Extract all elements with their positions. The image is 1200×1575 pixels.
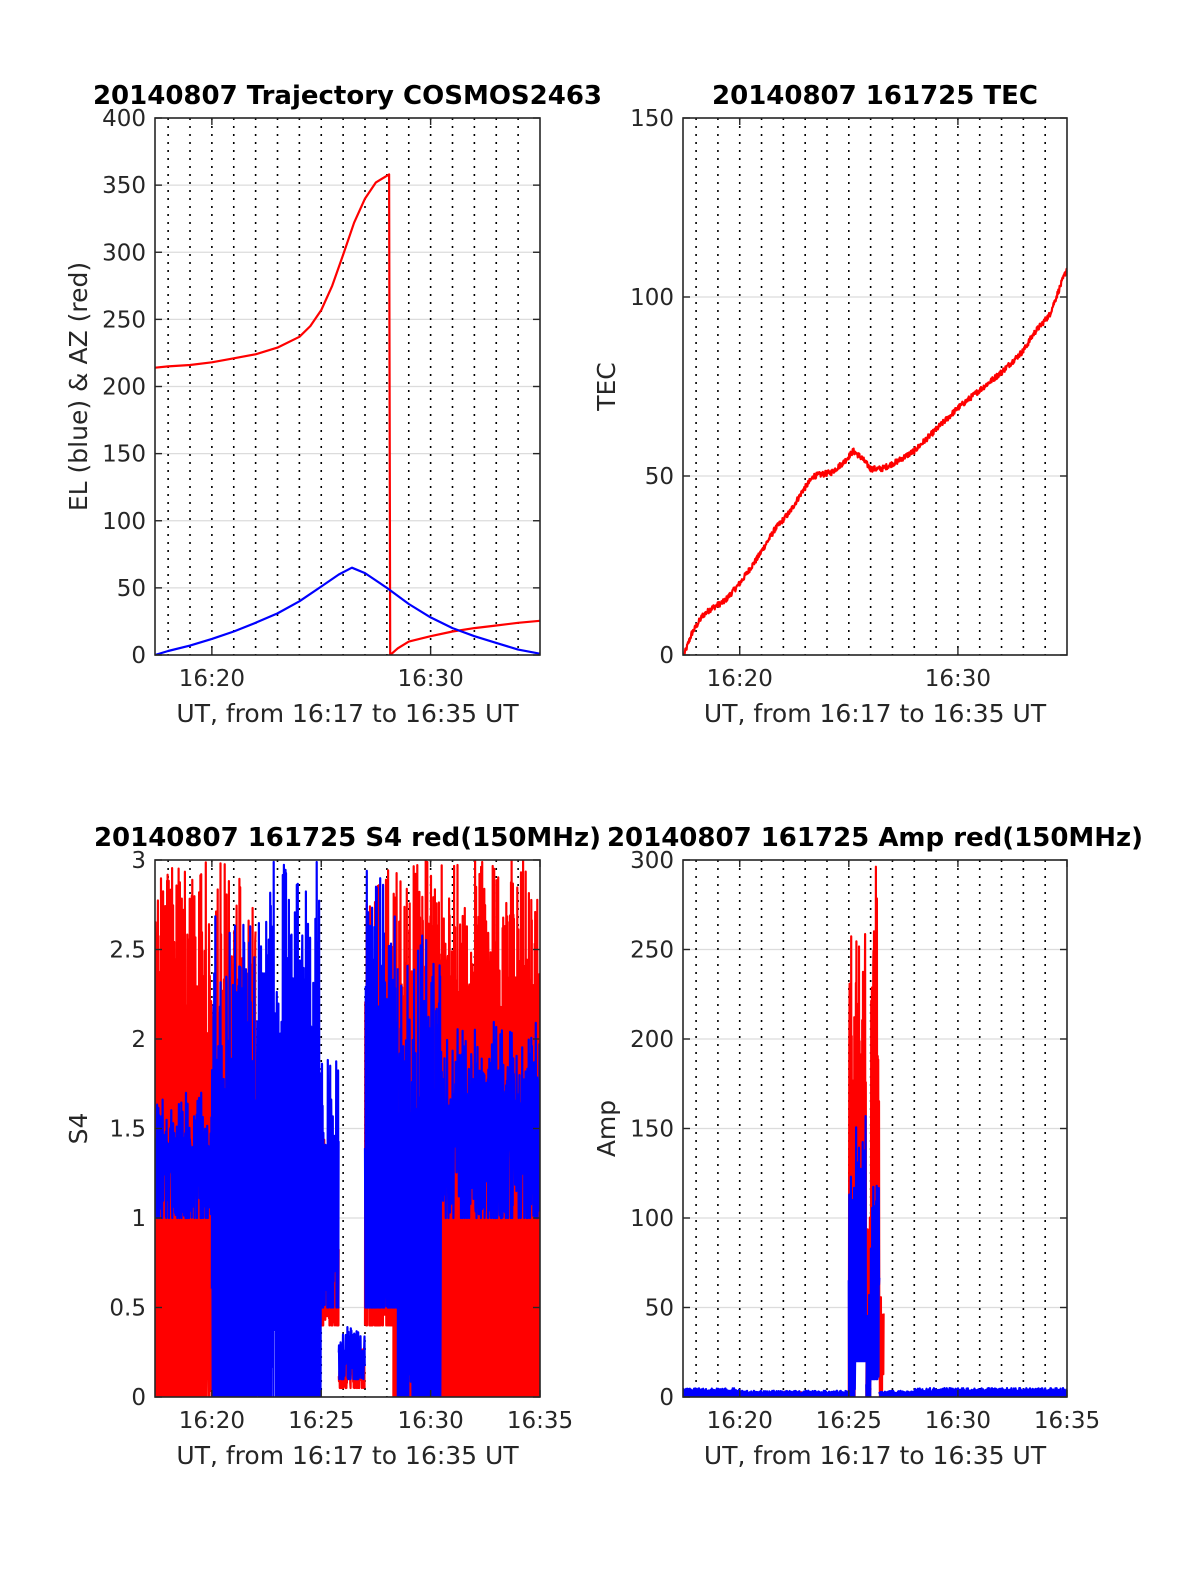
- x-axis-label: UT, from 16:17 to 16:35 UT: [704, 1441, 1047, 1470]
- y-tick-label: 0: [131, 643, 146, 669]
- y-tick-label: 100: [630, 1206, 674, 1232]
- y-tick-label: 50: [645, 1296, 674, 1322]
- series-line-blue: [320, 1058, 340, 1309]
- series-line-blue: [337, 1326, 366, 1381]
- y-tick-label: 100: [102, 509, 146, 535]
- y-tick-label: 1: [131, 1206, 146, 1232]
- x-tick-label: 16:35: [507, 1408, 573, 1434]
- y-tick-label: 2: [131, 1027, 146, 1053]
- chart-title: 20140807 161725 Amp red(150MHz): [607, 823, 1143, 853]
- y-tick-label: 300: [102, 240, 146, 266]
- series-line-red: [155, 867, 207, 1397]
- series-line-blue: [869, 1184, 881, 1381]
- series-line-red: [865, 1216, 872, 1397]
- series-group: [155, 173, 540, 655]
- x-axis-label: UT, from 16:17 to 16:35 UT: [704, 699, 1047, 728]
- y-tick-label: 0: [659, 643, 674, 669]
- x-axis-label: UT, from 16:17 to 16:35 UT: [176, 699, 519, 728]
- x-tick-label: 16:20: [707, 1408, 773, 1434]
- x-tick-label: 16:30: [397, 1408, 463, 1434]
- chart-title: 20140807 161725 TEC: [712, 81, 1038, 111]
- y-tick-label: 50: [645, 464, 674, 490]
- chart-title: 20140807 161725 S4 red(150MHz): [94, 823, 601, 853]
- chart-panel-4: 0 50 100 150 200 250 300 16:20 16:25 16:30 16:35 20…: [592, 823, 1143, 1470]
- y-tick-label: 150: [630, 106, 674, 132]
- series-line-blue: [155, 1091, 213, 1220]
- series-line-red: [878, 1296, 885, 1397]
- series-line-red: [155, 173, 540, 655]
- y-tick-label: 3: [131, 848, 146, 874]
- series-group: [155, 860, 540, 1397]
- series-line-red: [683, 267, 1067, 655]
- y-tick-label: 250: [630, 938, 674, 964]
- y-tick-label: 50: [117, 576, 146, 602]
- series-line-blue: [865, 1293, 872, 1397]
- y-tick-label: 0: [659, 1385, 674, 1411]
- y-axis-label: S4: [64, 1113, 93, 1145]
- series-line-blue: [440, 1020, 540, 1220]
- series-line-blue: [878, 1389, 916, 1397]
- series-line-blue: [155, 566, 540, 655]
- x-tick-label: 16:20: [707, 666, 773, 692]
- series-line-blue: [847, 1175, 857, 1397]
- y-tick-label: 150: [630, 1117, 674, 1143]
- y-axis-label: TEC: [592, 362, 621, 412]
- series-line-blue: [210, 915, 268, 1397]
- chart-title: 20140807 Trajectory COSMOS2463: [93, 81, 602, 111]
- y-axis-label: Amp: [592, 1100, 621, 1157]
- series-line-blue: [854, 1115, 868, 1363]
- series-line-blue: [683, 1387, 741, 1397]
- series-line-red: [392, 860, 540, 1397]
- y-tick-label: 100: [630, 285, 674, 311]
- x-tick-label: 16:20: [179, 1408, 245, 1434]
- x-tick-label: 16:30: [925, 666, 991, 692]
- x-tick-label: 16:35: [1034, 1408, 1100, 1434]
- y-tick-label: 0: [131, 1385, 146, 1411]
- x-tick-label: 16:25: [816, 1408, 882, 1434]
- series-line-blue: [913, 1387, 1067, 1397]
- axes-frame: [682, 117, 1068, 656]
- x-tick-label: 16:20: [179, 666, 245, 692]
- chart-panel-3: 0 0.5 1 1.5 2 2.5 3 16:20 16:25 16:30 16:35 2014080…: [64, 823, 601, 1470]
- series-line-blue: [396, 934, 443, 1397]
- series-group: [683, 267, 1067, 655]
- chart-panel-2: 0 50 100 150 16:20 16:30 20140807 161725 TEC UT…: [592, 81, 1068, 728]
- y-tick-label: 150: [102, 442, 146, 468]
- chart-panel-1: 0 50 100 150 200 250 300 350 400 16:20 16:30 201408…: [64, 81, 602, 728]
- y-tick-label: 300: [630, 848, 674, 874]
- y-tick-label: 1.5: [109, 1117, 146, 1143]
- y-tick-label: 350: [102, 173, 146, 199]
- y-tick-label: 250: [102, 307, 146, 333]
- series-group: [683, 865, 1067, 1397]
- series-line-blue: [363, 869, 399, 1309]
- x-tick-label: 16:30: [397, 666, 463, 692]
- x-tick-label: 16:25: [288, 1408, 354, 1434]
- y-tick-label: 2.5: [109, 938, 146, 964]
- y-tick-label: 400: [102, 106, 146, 132]
- series-line-blue: [265, 860, 323, 1397]
- y-axis-label: EL (blue) & AZ (red): [64, 262, 93, 511]
- y-tick-label: 0.5: [109, 1296, 146, 1322]
- series-line-blue: [738, 1389, 850, 1397]
- x-tick-label: 16:30: [925, 1408, 991, 1434]
- y-tick-label: 200: [630, 1027, 674, 1053]
- y-tick-label: 200: [102, 375, 146, 401]
- x-axis-label: UT, from 16:17 to 16:35 UT: [176, 1441, 519, 1470]
